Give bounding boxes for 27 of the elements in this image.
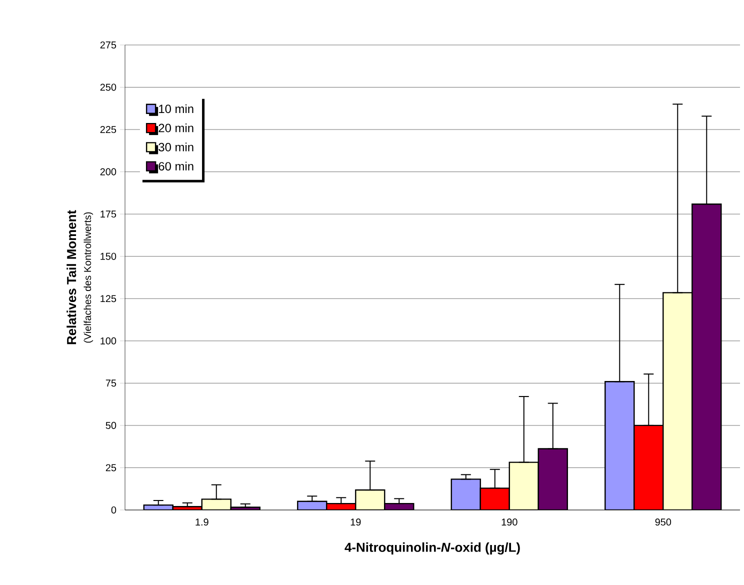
legend-label: 30 min — [158, 142, 194, 152]
y-axis-title: Relatives Tail Moment — [66, 210, 76, 344]
y-tick-label: 50 — [106, 422, 116, 429]
bar — [634, 424, 664, 510]
x-axis-title: 4-Nitroquinolin-N-oxid (µg/L) — [344, 542, 520, 555]
y-tick-label: 75 — [106, 380, 116, 387]
y-tick-label: 0 — [111, 506, 116, 514]
legend-label: 10 min — [159, 104, 194, 114]
x-tick-label: 190 — [502, 518, 518, 526]
y-tick-label: 100 — [100, 337, 116, 344]
legend-label: 20 min — [158, 123, 194, 132]
y-tick-label: 175 — [100, 210, 116, 218]
y-tick-label: 150 — [100, 252, 116, 260]
y-tick-label: 275 — [100, 41, 116, 49]
y-tick-label: 250 — [100, 84, 116, 91]
x-tick-label: 950 — [655, 518, 672, 526]
x-tick-label: 1.9 — [196, 518, 208, 526]
y-tick-label: 125 — [100, 295, 116, 302]
y-tick-label: 225 — [100, 126, 116, 134]
legend-label: 60 min — [158, 162, 194, 171]
bar — [480, 488, 510, 510]
y-tick-label: 200 — [100, 168, 116, 176]
text: (Vielfaches des Kontrollwerts) — [84, 212, 94, 343]
x-tick-label: 19 — [350, 518, 361, 526]
bar — [538, 448, 568, 510]
bar — [692, 204, 722, 510]
y-tick-label: 25 — [106, 464, 116, 472]
